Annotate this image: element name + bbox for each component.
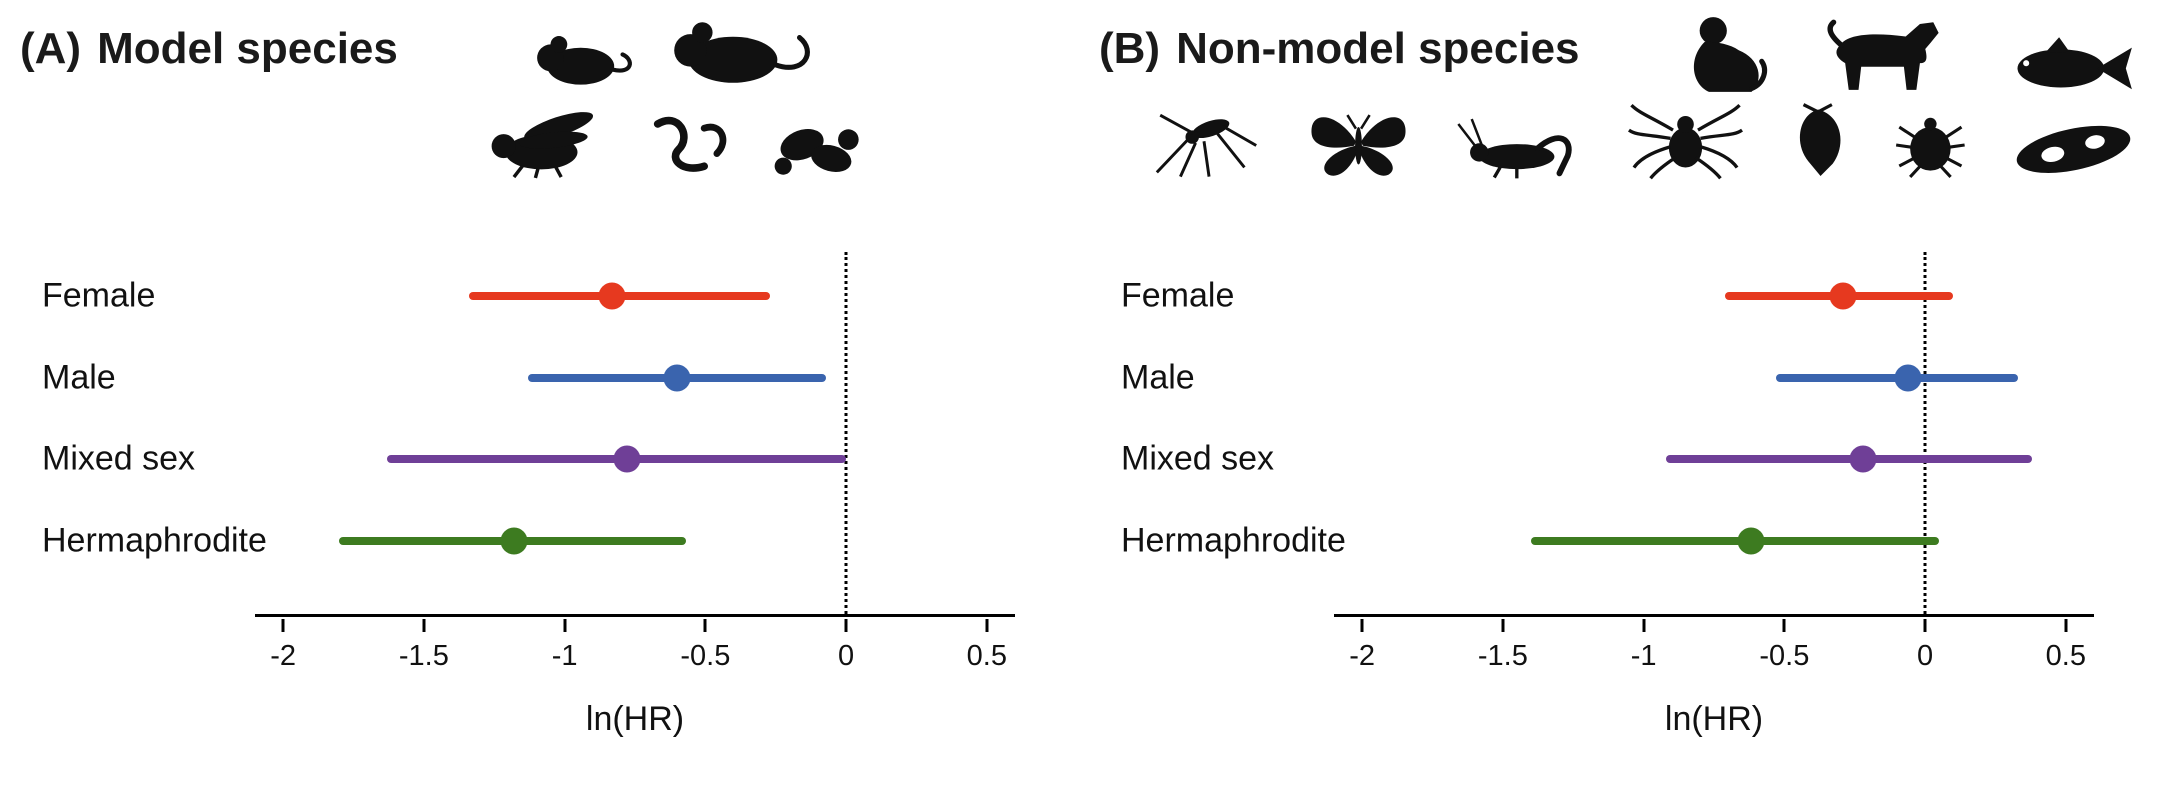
x-axis-tick <box>1642 619 1646 632</box>
ci-bar-mixed-sex <box>1666 455 2033 464</box>
point-estimate-mixed-sex <box>1849 445 1877 473</box>
mosquito-icon <box>1155 113 1257 178</box>
x-axis-tick-label: -1.5 <box>398 640 449 672</box>
ci-bar-hermaphrodite <box>1531 537 1940 546</box>
fly-icon <box>491 112 594 179</box>
paramecium-icon <box>2016 125 2131 173</box>
mouse-icon <box>537 36 632 85</box>
spider-icon <box>1628 103 1744 180</box>
dog-icon <box>1826 19 1939 90</box>
x-axis-tick <box>2064 619 2068 632</box>
x-axis-tick-label: -2 <box>1349 640 1376 672</box>
panel-b: (B) Non-model species <box>1079 0 2158 788</box>
x-axis-tick-label: 0.5 <box>2045 640 2087 672</box>
point-estimate-hermaphrodite <box>500 527 528 555</box>
x-axis-tick-label: 0 <box>838 640 855 672</box>
x-axis-tick <box>422 619 426 632</box>
cricket-icon <box>1457 118 1572 179</box>
panel-a: (A) Model species <box>20 12 1015 738</box>
reference-line <box>844 252 848 614</box>
panel-a-icon-row-2 <box>430 97 910 179</box>
fish-icon <box>2017 37 2132 90</box>
point-estimate-male <box>663 364 691 392</box>
x-axis-tick-label: 0 <box>1917 640 1934 672</box>
panel-b-header: (B) Non-model species <box>1099 24 1580 74</box>
category-label-female: Female <box>1121 276 1235 315</box>
x-axis-tick <box>703 619 707 632</box>
x-axis-tick-label: -0.5 <box>680 640 731 672</box>
x-axis-tick <box>1923 619 1927 632</box>
x-axis-tick <box>844 619 848 632</box>
rat-icon <box>674 22 810 83</box>
x-axis-tick-label: 0.5 <box>966 640 1008 672</box>
reference-line <box>1923 252 1927 614</box>
x-axis-tick-label: -2 <box>270 640 297 672</box>
panel-b-title: Non-model species <box>1176 24 1580 73</box>
daphnia-icon <box>1800 103 1841 176</box>
x-axis-label: ln(HR) <box>1664 700 1764 738</box>
x-axis-tick-label: -0.5 <box>1759 640 1810 672</box>
panel-a-icon-row-1 <box>430 12 910 93</box>
monkey-icon <box>1693 17 1767 92</box>
point-estimate-male <box>1894 364 1922 392</box>
x-axis-tick <box>1360 619 1364 632</box>
point-estimate-female <box>1829 282 1857 310</box>
panel-b-species-icons-top <box>1679 8 2139 97</box>
x-axis-tick <box>1501 619 1505 632</box>
x-axis-tick-label: -1.5 <box>1477 640 1528 672</box>
category-label-female: Female <box>42 276 156 315</box>
panel-a-species-icons <box>430 12 910 179</box>
yeast-icon <box>774 129 859 175</box>
x-axis-label: ln(HR) <box>585 700 685 738</box>
category-label-male: Male <box>1121 358 1195 397</box>
point-estimate-mixed-sex <box>613 445 641 473</box>
mite-icon <box>1896 117 1965 178</box>
panel-b-icon-row-2 <box>1145 100 2140 180</box>
x-axis-tick <box>281 619 285 632</box>
panel-b-species-icons-bottom <box>1145 100 2140 180</box>
category-label-mixed-sex: Mixed sex <box>1121 439 1275 478</box>
category-label-mixed-sex: Mixed sex <box>42 439 196 478</box>
worm-icon <box>653 116 727 172</box>
panel-a-label: (A) <box>20 24 82 73</box>
panel-a-header: (A) Model species <box>20 24 398 74</box>
point-estimate-female <box>598 282 626 310</box>
x-axis-tick <box>985 619 989 632</box>
x-axis-tick-label: -1 <box>1630 640 1657 672</box>
butterfly-icon <box>1311 114 1406 176</box>
panel-a-title: Model species <box>97 24 398 73</box>
x-axis-tick <box>1782 619 1786 632</box>
panel-b-label: (B) <box>1099 24 1161 73</box>
x-axis-tick <box>563 619 567 632</box>
panel-b-icon-row-1 <box>1679 8 2139 97</box>
x-axis-tick-label: -1 <box>551 640 578 672</box>
category-label-hermaphrodite: Hermaphrodite <box>1121 521 1346 560</box>
category-label-hermaphrodite: Hermaphrodite <box>42 521 267 560</box>
plot-area <box>1334 250 2094 617</box>
category-label-male: Male <box>42 358 116 397</box>
plot-area <box>255 250 1015 617</box>
point-estimate-hermaphrodite <box>1737 527 1765 555</box>
